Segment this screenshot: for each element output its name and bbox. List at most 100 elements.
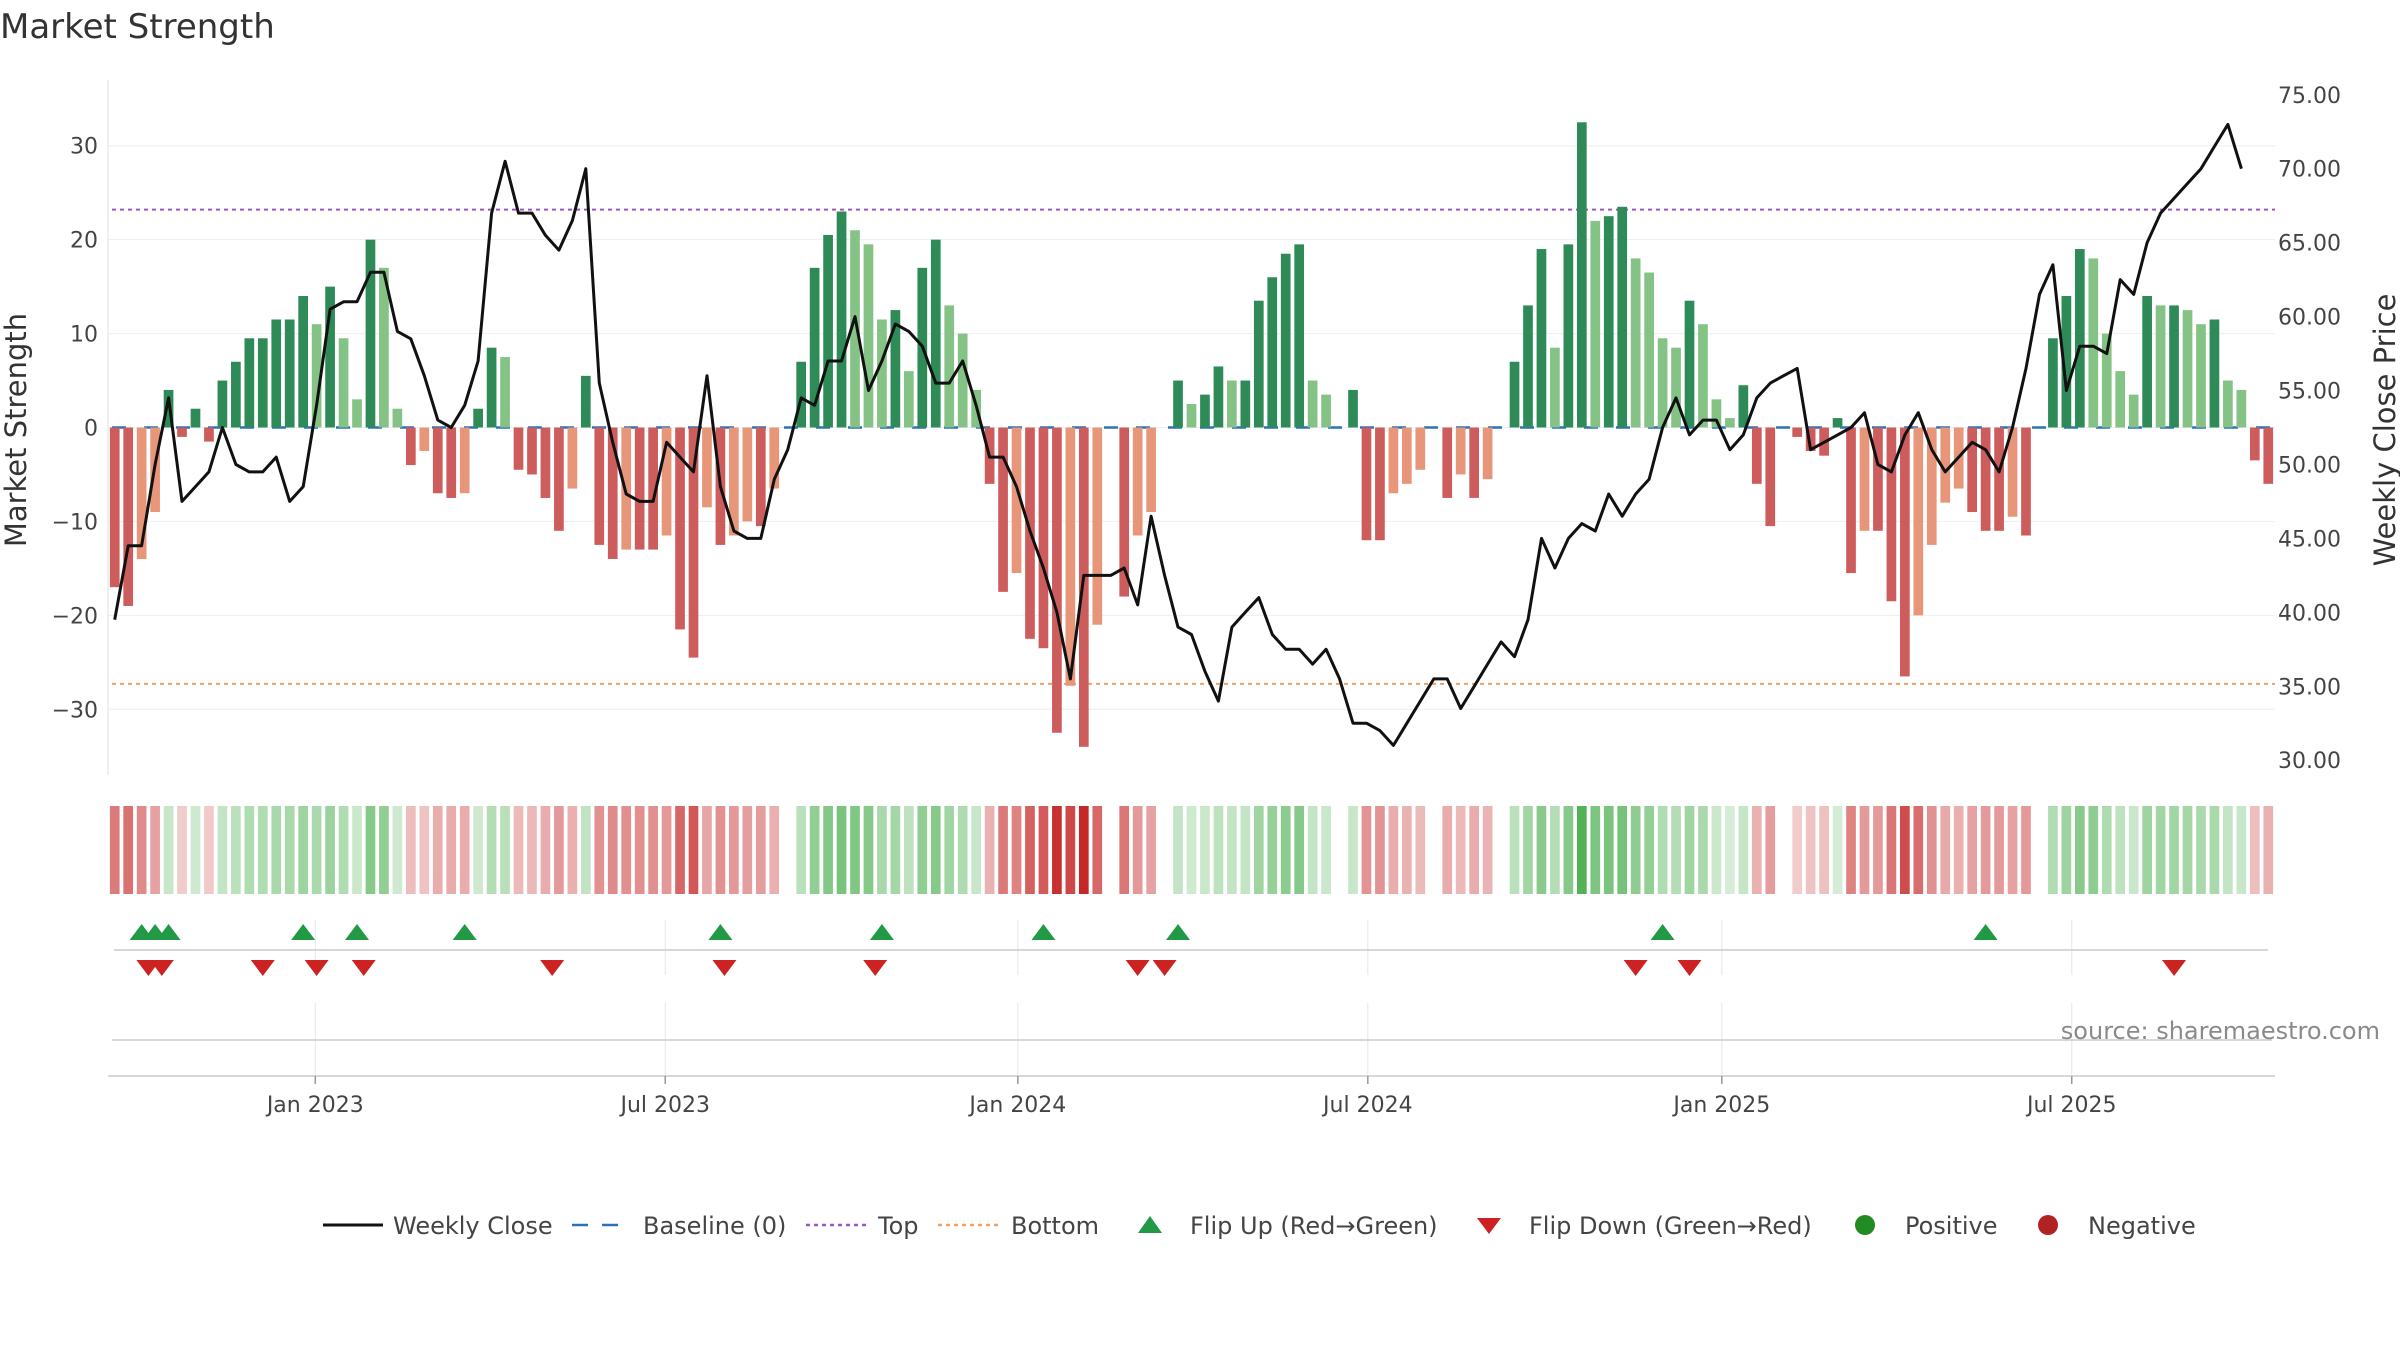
gridlines (108, 145, 2275, 1075)
strength-heat-strip (109, 806, 2274, 894)
strength-bar (338, 338, 349, 428)
strength-bar (2061, 296, 2072, 428)
strip-cell (405, 806, 416, 894)
strip-cell (877, 806, 887, 894)
strength-bar (1469, 427, 1479, 498)
strength-bar (1751, 427, 1762, 484)
strip-cell (1388, 806, 1399, 894)
strip-cell (365, 806, 376, 894)
strip-cell (1119, 806, 1130, 894)
strip-cell (580, 806, 591, 894)
strip-cell (823, 806, 833, 894)
strip-cell (1980, 806, 1991, 894)
right-axis-label: Weekly Close Price (2368, 294, 2400, 567)
strength-bar (1375, 427, 1385, 541)
strip-cell (2021, 806, 2031, 894)
strength-bar (1859, 427, 1870, 531)
right-tick-label: 30.00 (2278, 749, 2341, 774)
strength-bar (1603, 216, 1614, 428)
strength-bar (1402, 427, 1412, 484)
strip-cell (2169, 806, 2179, 894)
strip-cell (1563, 806, 1574, 894)
legend-swatch (1855, 1215, 1875, 1235)
strength-bar (1536, 249, 1547, 428)
strength-bar (2021, 427, 2031, 536)
strength-bar (1698, 324, 1708, 428)
strip-cell (540, 806, 551, 894)
strip-cell (1092, 806, 1103, 894)
right-tick-label: 70.00 (2278, 158, 2341, 183)
strength-bar (204, 427, 214, 442)
strength-bar (1725, 418, 1735, 428)
weekly-close-line (113, 122, 2243, 747)
strength-bar (809, 267, 820, 428)
strip-cell (1078, 806, 1089, 894)
strength-bar (850, 230, 860, 428)
strip-cell (1805, 806, 1816, 894)
flip-down-marker (712, 960, 737, 976)
strip-cell (2128, 806, 2139, 894)
strength-bar (217, 380, 228, 428)
legend-flip-up: Flip Up (Red→Green) (1138, 1212, 1438, 1240)
legend: Weekly Close Baseline (0) Top Bottom Flip Up… (323, 1212, 2196, 1240)
strength-bar (688, 427, 699, 658)
strength-bar (446, 427, 457, 498)
strength-bar (325, 286, 335, 428)
legend-swatch (1138, 1216, 1162, 1233)
strip-cell (1900, 806, 1910, 894)
strength-bar (1011, 427, 1022, 574)
strength-bar (1455, 427, 1466, 475)
strip-cell (2088, 806, 2099, 894)
strength-bar (2236, 389, 2247, 428)
strength-bar (1065, 427, 1076, 686)
strength-bar (1213, 366, 1224, 428)
strength-bar (1092, 427, 1103, 625)
flip-down-marker (250, 960, 275, 976)
strength-bar (1873, 427, 1883, 531)
strip-cell (769, 806, 780, 894)
strength-bar (231, 361, 241, 428)
strength-bar (769, 427, 780, 489)
strip-cell (1267, 806, 1278, 894)
strength-bar (1078, 427, 1089, 747)
strength-bar (392, 408, 403, 428)
strength-bar (729, 427, 739, 536)
strip-cell (971, 806, 981, 894)
strength-bar (702, 427, 712, 508)
strip-cell (1671, 806, 1681, 894)
strength-bar (1523, 305, 1533, 428)
strip-cell (1294, 806, 1305, 894)
x-tick-label: Jul 2023 (618, 1093, 710, 1118)
strength-bar (2209, 319, 2220, 428)
legend-baseline: Baseline (0) (572, 1212, 786, 1240)
strength-bar (1307, 380, 1318, 428)
strip-cell (2048, 806, 2058, 894)
strip-cell (1792, 806, 1803, 894)
strip-cell (863, 806, 874, 894)
strip-cell (634, 806, 645, 894)
strip-cell (1011, 806, 1022, 894)
strength-bar (904, 371, 914, 428)
legend-label: Baseline (0) (643, 1212, 786, 1240)
strength-bar (661, 427, 672, 536)
strength-bar (1052, 427, 1062, 733)
flip-up-marker (1973, 924, 1998, 940)
strip-cell (163, 806, 174, 894)
strength-bar (271, 319, 282, 428)
strip-cell (1617, 806, 1628, 894)
strength-bar (1267, 277, 1278, 428)
close-price-line (113, 122, 2243, 747)
strength-bar (2196, 324, 2206, 428)
strength-bar (1550, 347, 1560, 428)
strip-cell (1442, 806, 1453, 894)
legend-bottom: Bottom (938, 1212, 1099, 1240)
strip-cell (1630, 806, 1641, 894)
strip-cell (459, 806, 470, 894)
strip-cell (1765, 806, 1776, 894)
strip-cell (809, 806, 820, 894)
strip-cell (1186, 806, 1197, 894)
strip-cell (136, 806, 147, 894)
strip-cell (2115, 806, 2126, 894)
left-tick-label: −10 (52, 510, 98, 535)
strip-cell (473, 806, 483, 894)
